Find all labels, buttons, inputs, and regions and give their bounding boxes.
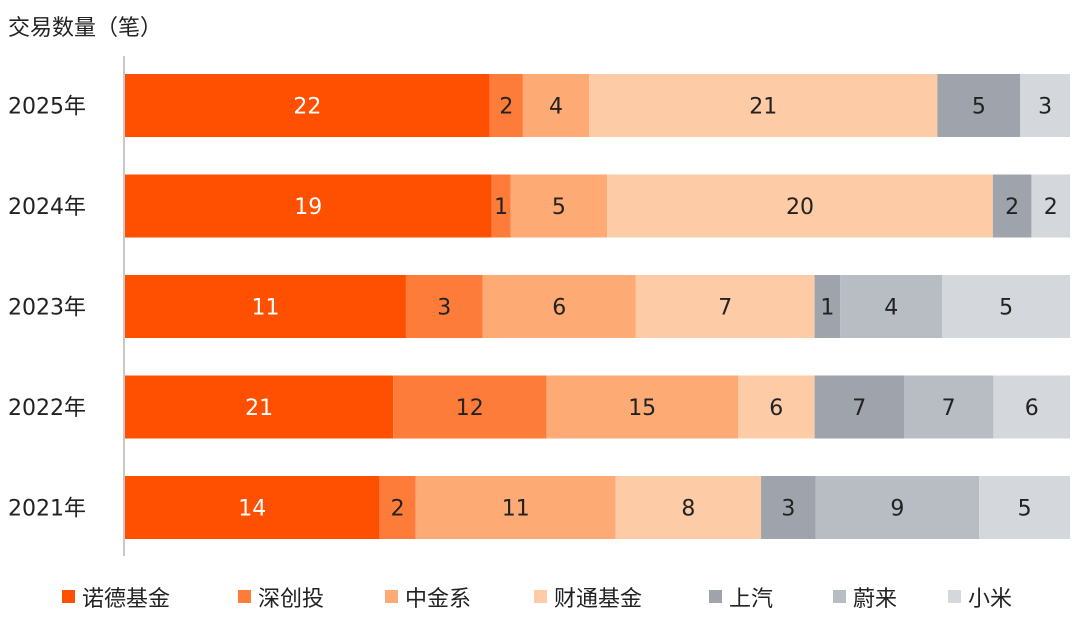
data-label: 11 (502, 497, 530, 522)
bar-segment (607, 174, 993, 238)
data-label: 8 (681, 497, 695, 522)
category-label: 2021年 (8, 497, 86, 522)
legend-label: 财通基金 (554, 587, 642, 612)
bar-segment (489, 74, 523, 137)
legend-swatch (709, 590, 722, 603)
legend-label: 深创投 (258, 587, 324, 612)
data-label: 3 (437, 296, 451, 321)
bar-segment (942, 275, 1070, 338)
data-label: 1 (820, 296, 834, 321)
legend-swatch (385, 590, 398, 603)
data-label: 5 (1018, 497, 1032, 522)
data-label: 5 (552, 195, 566, 220)
legend-label: 小米 (968, 587, 1012, 612)
category-label: 2023年 (8, 296, 86, 321)
bar-segment (125, 275, 406, 338)
bar-segment (393, 375, 547, 439)
legend-swatch (948, 590, 961, 603)
bar-segment (125, 174, 492, 238)
legend-swatch (62, 590, 75, 603)
data-label: 2 (1005, 195, 1019, 220)
bar-segment (125, 476, 380, 539)
bar-segment (840, 275, 943, 338)
bar-segment (379, 476, 416, 539)
bar-segment (615, 476, 762, 539)
bar-segment (589, 74, 938, 137)
legend-swatch (833, 590, 846, 603)
data-label: 3 (1038, 95, 1052, 120)
bar-segment (522, 74, 590, 137)
data-label: 5 (999, 296, 1013, 321)
bar-segment (992, 174, 1032, 238)
category-label: 2022年 (8, 396, 86, 421)
data-label: 19 (294, 195, 322, 220)
bar-segment (491, 174, 511, 238)
data-label: 15 (628, 396, 656, 421)
data-label: 7 (852, 396, 866, 421)
legend-label: 诺德基金 (82, 587, 170, 612)
data-label: 21 (749, 95, 777, 120)
bar-segment (814, 375, 904, 439)
bar-segment (993, 375, 1070, 439)
legend-label: 上汽 (729, 587, 773, 612)
data-label: 11 (251, 296, 279, 321)
data-label: 2 (499, 95, 513, 120)
legend-label: 蔚来 (853, 587, 897, 612)
data-label: 3 (781, 497, 795, 522)
bar-segment (482, 275, 636, 338)
bar-segment (937, 74, 1021, 137)
bar-segment (546, 375, 738, 439)
data-label: 4 (549, 95, 563, 120)
data-label: 6 (769, 396, 783, 421)
y-axis-title: 交易数量（笔） (8, 16, 163, 41)
data-label: 6 (1025, 396, 1039, 421)
bar-segment (1020, 74, 1070, 137)
data-label: 2 (391, 497, 405, 522)
bar-segment (903, 375, 994, 439)
data-label: 2 (1044, 195, 1058, 220)
data-label: 12 (456, 396, 484, 421)
data-label: 7 (942, 396, 956, 421)
data-label: 1 (494, 195, 508, 220)
data-label: 14 (238, 497, 266, 522)
bar-segment (815, 476, 980, 539)
data-label: 9 (890, 497, 904, 522)
legend-label: 中金系 (405, 587, 471, 612)
data-label: 20 (786, 195, 814, 220)
bar-segment (125, 375, 394, 439)
bar-segment (814, 275, 841, 338)
bar-segment (415, 476, 616, 539)
data-label: 21 (245, 396, 273, 421)
bar-segment (1031, 174, 1070, 238)
bar-segment (405, 275, 483, 338)
bar-segment (979, 476, 1070, 539)
data-label: 5 (972, 95, 986, 120)
data-label: 4 (884, 296, 898, 321)
bar-segment (635, 275, 815, 338)
category-label: 2024年 (8, 195, 86, 220)
data-label: 6 (552, 296, 566, 321)
data-label: 22 (293, 95, 321, 120)
bar-segment (510, 174, 608, 238)
legend-swatch (238, 590, 251, 603)
bar-segment (761, 476, 816, 539)
bar-segment (125, 74, 490, 137)
category-label: 2025年 (8, 95, 86, 120)
data-label: 7 (718, 296, 732, 321)
bar-segment (737, 375, 815, 439)
legend-swatch (534, 590, 547, 603)
